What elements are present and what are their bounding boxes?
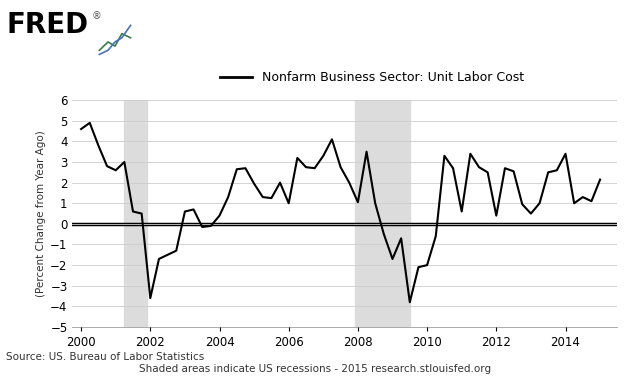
Y-axis label: (Percent Change from Year Ago): (Percent Change from Year Ago) — [36, 130, 46, 297]
Text: FRED: FRED — [6, 11, 88, 39]
Text: ®: ® — [91, 11, 101, 21]
Bar — [124, 100, 147, 327]
Text: Shaded areas indicate US recessions - 2015 research.stlouisfed.org: Shaded areas indicate US recessions - 20… — [139, 364, 491, 374]
Legend: Nonfarm Business Sector: Unit Labor Cost: Nonfarm Business Sector: Unit Labor Cost — [215, 67, 529, 89]
Bar — [355, 100, 410, 327]
Text: Source: US. Bureau of Labor Statistics: Source: US. Bureau of Labor Statistics — [6, 352, 205, 361]
